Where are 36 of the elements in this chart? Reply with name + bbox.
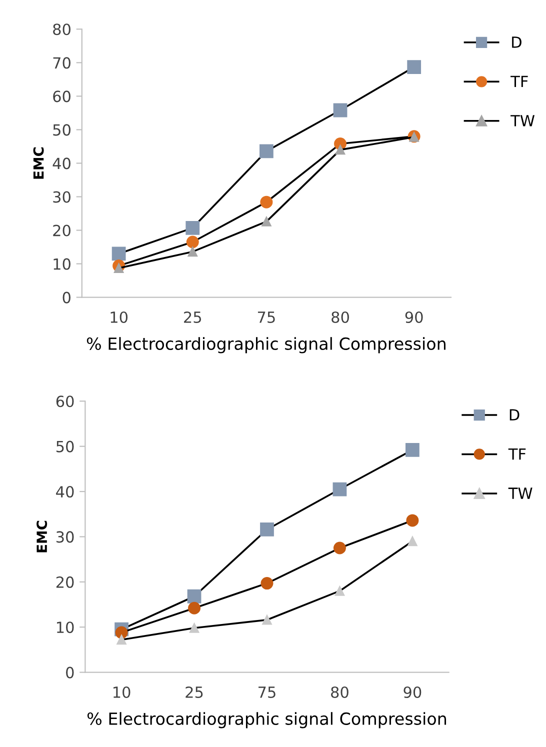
x-tick-label: 25 [184,311,202,324]
y-tick-label: 70 [53,57,70,69]
x-tick-label: 90 [404,686,422,698]
y-tick-label: 30 [53,191,70,203]
x-axis-title: % Electrocardiographic signal Compression [87,712,446,728]
y-tick-label: 20 [56,576,74,588]
y-axis-title: EMC [36,520,48,552]
y-tick-label: 0 [66,666,74,678]
y-tick-label: 50 [53,124,70,136]
y-tick-label: 40 [56,486,74,498]
y-tick-label: 60 [53,90,70,102]
y-tick-label: 10 [54,258,70,270]
x-tick-label: 75 [258,686,276,698]
legend-label: TF [510,76,528,87]
legend-label: D [512,36,522,48]
x-tick-label: 80 [332,311,349,324]
y-tick-label: 10 [56,622,74,634]
y-tick-label: 0 [62,292,70,304]
x-tick-label: 25 [186,686,203,698]
legend-label: D [510,409,520,420]
legend-label: TF [508,448,526,460]
x-tick-label: 10 [113,686,130,698]
x-tick-label: 90 [405,311,423,324]
legend-label: TW [510,115,535,126]
y-tick-label: 50 [56,440,74,452]
y-tick-label: 40 [52,158,70,170]
y-tick-label: 30 [56,531,74,543]
legend-label: TW [508,488,532,499]
y-axis-title: EMC [33,147,44,179]
x-tick-label: 10 [110,311,128,324]
y-tick-label: 20 [53,224,70,236]
x-tick-label: 80 [331,686,348,698]
y-tick-label: 80 [53,24,70,36]
x-axis-title: % Electrocardiographic signal Compression [86,337,446,354]
x-tick-label: 75 [258,312,275,324]
y-tick-label: 60 [56,396,74,408]
